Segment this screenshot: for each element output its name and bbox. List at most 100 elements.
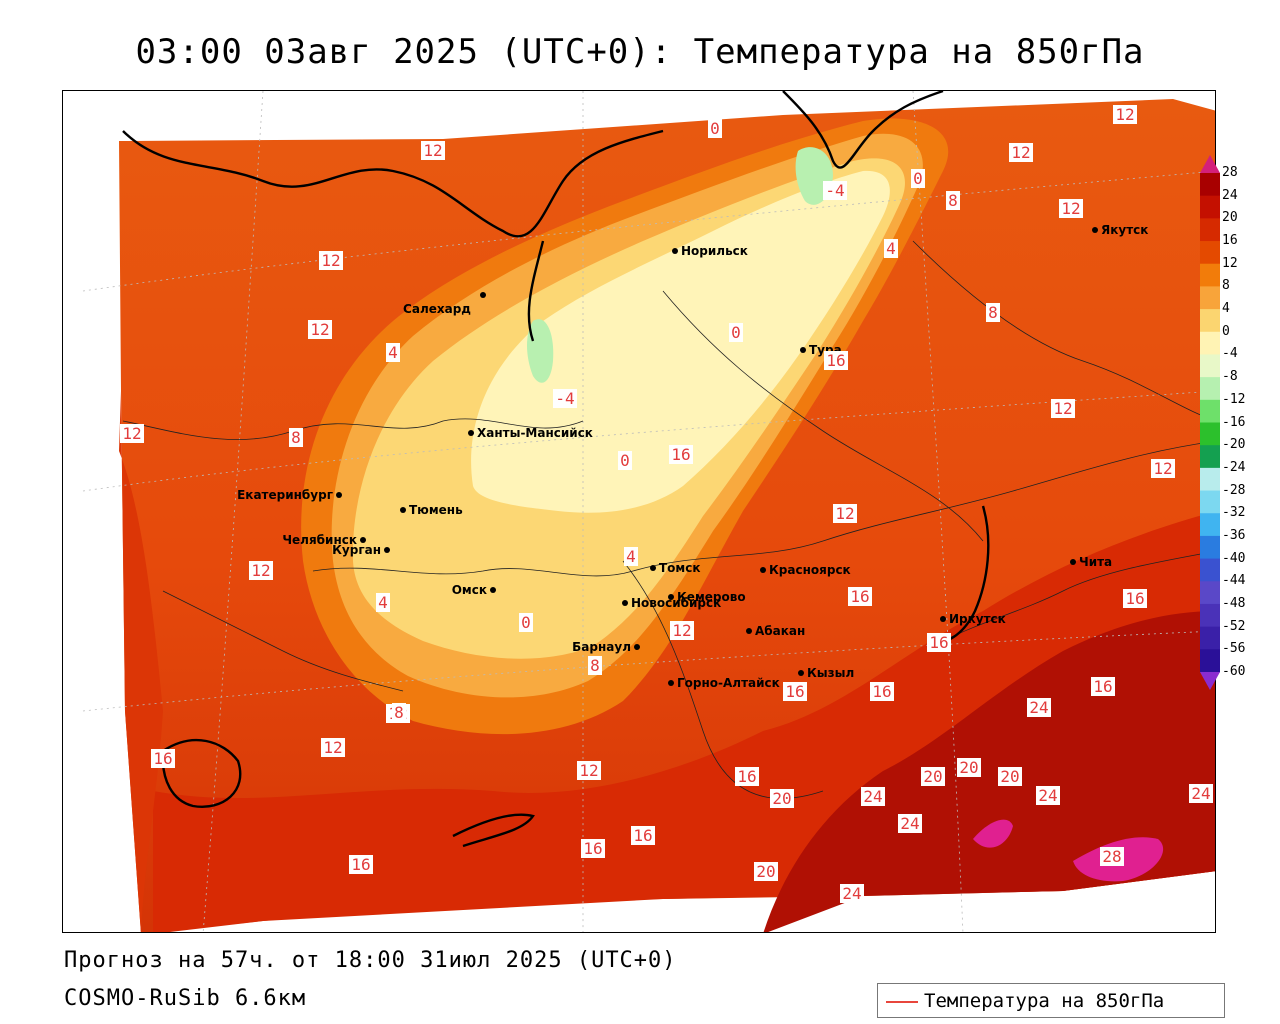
colorbar-segment: [1200, 241, 1220, 265]
contour-label: 12: [1151, 459, 1175, 478]
city-name: Якутск: [1101, 223, 1148, 237]
contour-label-text: 12: [579, 761, 598, 780]
contour-label-box: [1027, 698, 1051, 717]
temperature-map: Норильск Салехард Тура Якутск Ханты-Мансийск…: [62, 90, 1216, 933]
city-dot: [672, 248, 678, 254]
city-dot: [800, 347, 806, 353]
contour-label-box: [911, 169, 925, 188]
colorbar-tick-label: 20: [1222, 210, 1238, 226]
city-marker: Челябинск: [282, 533, 366, 547]
city-name: Томск: [659, 561, 701, 575]
contour-label: 12: [321, 738, 345, 757]
contour-label-box: [754, 862, 778, 881]
contour-label: 16: [735, 767, 759, 786]
contour-label-box: [249, 561, 273, 580]
contour-label: 12: [670, 621, 694, 640]
contour-label: 4: [884, 239, 898, 258]
contour-label: 24: [1027, 698, 1051, 717]
contour-label: 24: [1189, 784, 1213, 803]
contour-label-text: 8: [948, 191, 958, 210]
contour-label: 12: [833, 504, 857, 523]
contour-label: 0: [618, 451, 632, 470]
city-name: Абакан: [755, 624, 805, 638]
colorbar-tick-label: 12: [1222, 255, 1238, 271]
contour-label-box: [898, 814, 922, 833]
colorbar-tick-label: -48: [1222, 595, 1246, 611]
contour-label-text: 16: [785, 682, 804, 701]
contour-label-box: [848, 587, 872, 606]
contour-label-box: [735, 767, 759, 786]
contour-label: 16: [927, 633, 951, 652]
colorbar-tick-label: -16: [1222, 414, 1246, 430]
contour-label-box: [1051, 399, 1075, 418]
contour-label: -4: [553, 389, 577, 408]
contour-label-text: 0: [913, 169, 923, 188]
colorbar-tick-label: -4: [1222, 346, 1238, 362]
contour-label-box: [581, 839, 605, 858]
contour-label-box: [386, 343, 400, 362]
city-name: Горно-Алтайск: [677, 676, 780, 690]
contour-label-box: [670, 621, 694, 640]
contour-label-text: 16: [1125, 589, 1144, 608]
contour-label-text: 8: [291, 428, 301, 447]
contour-label-box: [833, 504, 857, 523]
city-name: Тюмень: [409, 503, 463, 517]
colorbar-segment: [1200, 286, 1220, 310]
city-name: Новосибирск: [631, 596, 721, 610]
contour-label-box: [921, 767, 945, 786]
contour-label-box: [289, 428, 303, 447]
contour-label-text: 16: [633, 826, 652, 845]
contour-label-text: 0: [710, 119, 720, 138]
city-name: Омск: [452, 583, 487, 597]
city-name: Иркутск: [949, 612, 1006, 626]
contour-label-text: 12: [1053, 399, 1072, 418]
contour-label-box: [588, 656, 602, 675]
contour-label-text: 0: [620, 451, 630, 470]
colorbar-segment: [1200, 603, 1220, 628]
city-name: Кызыл: [807, 666, 854, 680]
contour-label-box: [946, 191, 960, 210]
contour-label-box: [861, 787, 885, 806]
city-marker: Кызыл: [798, 666, 854, 680]
warm-zone-28b: [973, 819, 1013, 848]
city-marker: Барнаул: [572, 640, 640, 654]
contour-label: 12: [1051, 399, 1075, 418]
contour-label-text: 4: [388, 343, 398, 362]
contour-label-text: 16: [1093, 677, 1112, 696]
contour-label: 12: [319, 251, 343, 270]
contour-label-box: [392, 703, 406, 722]
city-name: Екатеринбург: [237, 488, 333, 502]
colorbar-segment: [1200, 218, 1220, 242]
contour-label-text: 16: [850, 587, 869, 606]
colorbar-tick-label: 0: [1222, 323, 1230, 339]
contour-label: 4: [386, 343, 400, 362]
contour-label-box: [1151, 459, 1175, 478]
colorbar-segment: [1200, 445, 1220, 469]
graticule: [82, 91, 1215, 932]
city-dot: [940, 616, 946, 622]
city-name: Курган: [332, 543, 381, 557]
contour-label: 16: [581, 839, 605, 858]
contour-label: 16: [870, 682, 894, 701]
colorbar-tick-label: 16: [1222, 233, 1238, 249]
city-marker: Омск: [452, 583, 496, 597]
contour-label-text: 24: [842, 884, 861, 903]
contour-label: 8: [588, 656, 602, 675]
contour-label: 8: [986, 303, 1000, 322]
colorbar-tick-label: 24: [1222, 187, 1238, 203]
contour-label-box: [986, 303, 1000, 322]
contour-label: 28: [1100, 847, 1124, 866]
colorbar-segment: [1200, 535, 1220, 560]
colorbar-tick-label: -52: [1222, 618, 1246, 634]
colorbar-segment: [1200, 309, 1220, 333]
contour-label: 8: [392, 703, 406, 722]
contour-label-layer: 12 12 0 -4 0 8 12 12 4 12 12 0 8 4 8 12 -4 16 4 0 16 8 12 12 12 4…: [120, 105, 1213, 903]
contour-label-box: [783, 682, 807, 701]
contour-label: 16: [783, 682, 807, 701]
contour-label-text: 8: [590, 656, 600, 675]
city-dot: [668, 594, 674, 600]
contour-label-text: 16: [826, 351, 845, 370]
city-dot: [336, 492, 342, 498]
city-dot: [384, 547, 390, 553]
city-name: Барнаул: [572, 640, 631, 654]
